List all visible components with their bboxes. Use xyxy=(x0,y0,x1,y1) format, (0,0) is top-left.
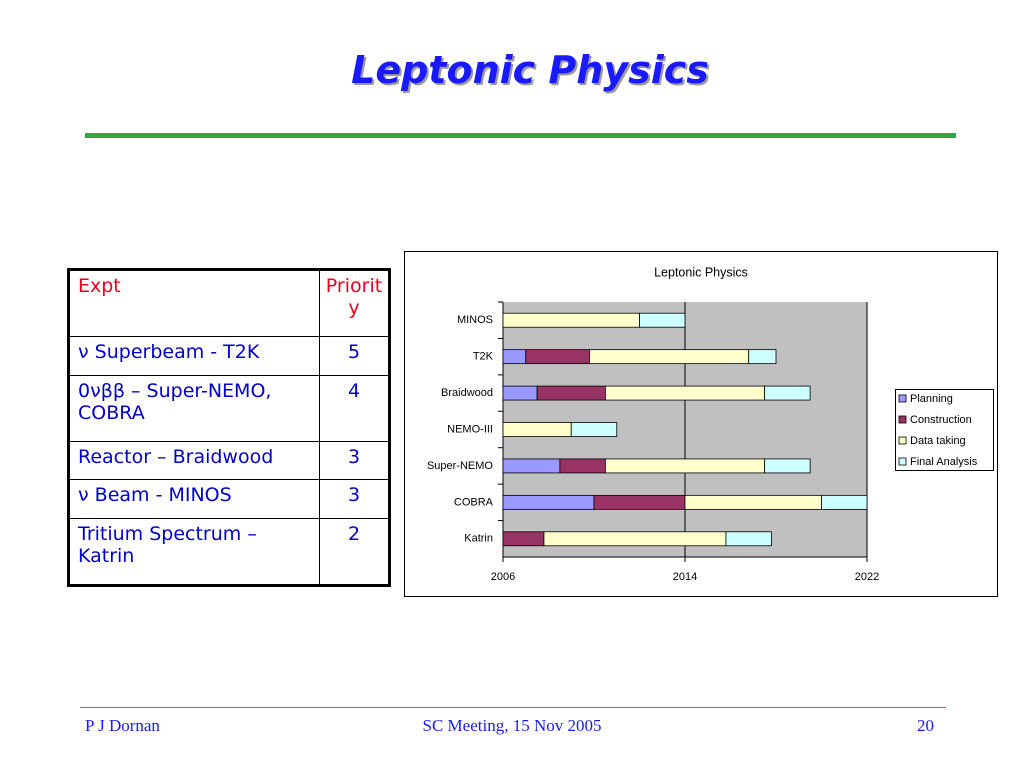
bar-segment xyxy=(570,422,618,437)
footer-rule xyxy=(80,707,946,708)
cell: 0νββ – Super-NEMO, COBRA xyxy=(68,374,320,442)
table-row: Tritium Spectrum – Katrin 2 xyxy=(68,517,390,587)
bar-segment xyxy=(604,385,766,401)
bar-segment xyxy=(764,458,811,474)
bar-segment xyxy=(502,349,527,365)
bar-segment xyxy=(536,385,606,401)
cell: Reactor – Braidwood xyxy=(68,440,320,481)
chart-title: Leptonic Physics xyxy=(654,265,748,279)
x-tick-label: 2014 xyxy=(673,571,697,583)
bar-segment xyxy=(639,312,686,328)
cell: ν Beam - MINOS xyxy=(68,479,320,519)
bar-segment xyxy=(502,494,595,510)
table-header: Expt Priority xyxy=(68,268,390,338)
bar-segment xyxy=(525,349,590,365)
y-tick-label: T2K xyxy=(473,351,494,363)
legend-label: Planning xyxy=(910,393,953,405)
legend-swatch xyxy=(898,415,907,424)
header-cell: Priority xyxy=(319,268,390,338)
bar-segment xyxy=(502,531,545,547)
y-tick-label: COBRA xyxy=(454,496,494,508)
cell: 3 xyxy=(319,479,390,519)
slide-title: Leptonic Physics xyxy=(351,48,709,92)
footer-author: P J Dornan xyxy=(85,716,160,735)
bar-segment xyxy=(684,494,822,510)
y-tick-label: MINOS xyxy=(457,314,493,326)
x-tick-label: 2006 xyxy=(491,571,515,583)
legend-label: Final Analysis xyxy=(910,456,978,468)
legend-box xyxy=(895,389,994,471)
x-tick-label: 2022 xyxy=(855,571,879,583)
table-row: ν Beam - MINOS 3 xyxy=(68,479,390,519)
table-row: ν Superbeam - T2K 5 xyxy=(68,336,390,376)
bar-segment xyxy=(502,458,561,474)
bar-segment xyxy=(502,312,640,328)
legend-label: Construction xyxy=(910,414,972,426)
bar-segment xyxy=(764,385,811,401)
priority-table: Expt Priority ν Superbeam - T2K 5 0νββ – S… xyxy=(67,268,391,587)
bar-segment xyxy=(748,349,777,365)
y-tick-label: NEMO-III xyxy=(447,423,493,435)
cell: 5 xyxy=(319,336,390,376)
bar-segment xyxy=(604,458,766,474)
legend-swatch xyxy=(898,394,907,403)
legend-label: Data taking xyxy=(910,435,966,447)
bar-segment xyxy=(502,422,572,437)
y-tick-label: Super-NEMO xyxy=(427,460,493,472)
legend-swatch xyxy=(898,436,907,445)
cell: Tritium Spectrum – Katrin xyxy=(68,517,320,587)
legend-swatch xyxy=(898,457,907,466)
bar-segment xyxy=(502,385,538,401)
cell: 2 xyxy=(319,517,390,587)
bar-segment xyxy=(559,458,606,474)
chart: Leptonic Physics 2006 2014 2022 MINOS T2K Bra… xyxy=(404,251,998,597)
footer-event: SC Meeting, 15 Nov 2005 xyxy=(422,716,602,735)
footer-page: 20 xyxy=(917,716,934,735)
bar-segment xyxy=(543,531,727,547)
y-tick-label: Katrin xyxy=(464,533,493,545)
bar-segment xyxy=(725,531,772,547)
y-tick-label: Braidwood xyxy=(441,387,493,399)
bar-segment xyxy=(589,349,750,365)
table-row: Reactor – Braidwood 3 xyxy=(68,440,390,481)
title-rule xyxy=(85,133,956,138)
cell: 4 xyxy=(319,374,390,442)
bar-segment xyxy=(593,494,686,510)
table-row: 0νββ – Super-NEMO, COBRA 4 xyxy=(68,374,390,442)
bar-segment xyxy=(821,494,868,510)
